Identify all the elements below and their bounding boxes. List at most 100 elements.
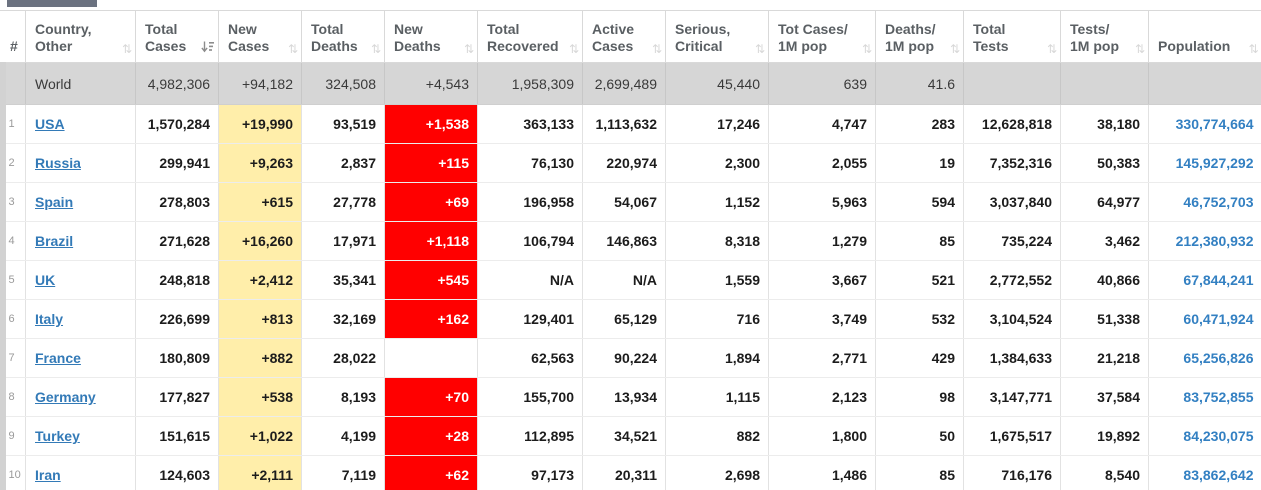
total_recovered-cell: 363,133 <box>477 104 583 144</box>
population-cell[interactable]: 67,844,241 <box>1148 260 1261 300</box>
total_cases-cell: 299,941 <box>135 143 219 183</box>
total_deaths-cell: 35,341 <box>301 260 385 300</box>
active_cases-cell: N/A <box>582 260 666 300</box>
country-row-france: 7 France 180,809 +882 28,022 62,563 90,224 1,89… <box>0 338 1261 378</box>
population-cell[interactable]: 65,256,826 <box>1148 338 1261 378</box>
cropped-browser-tab <box>7 0 97 7</box>
cases_per_1m-cell: 1,486 <box>768 455 876 490</box>
table-left-edge <box>0 62 6 490</box>
column-header-total_deaths[interactable]: Total Deaths ⇅ <box>301 10 385 63</box>
population-cell[interactable]: 212,380,932 <box>1148 221 1261 261</box>
deaths_per_1m-cell: 429 <box>875 338 964 378</box>
population-cell[interactable]: 145,927,292 <box>1148 143 1261 183</box>
column-header-deaths_per_1m[interactable]: Deaths/1M pop ⇅ <box>875 10 964 63</box>
cases_per_1m-cell: 639 <box>768 62 876 105</box>
population-cell[interactable]: 330,774,664 <box>1148 104 1261 144</box>
country-cell: Brazil <box>25 221 136 261</box>
column-header-label: Deaths/ <box>885 21 936 37</box>
column-header-tests_per_1m[interactable]: Tests/1M pop ⇅ <box>1060 10 1149 63</box>
total_cases-cell: 124,603 <box>135 455 219 490</box>
population-cell[interactable]: 60,471,924 <box>1148 299 1261 339</box>
column-header-total_recovered[interactable]: Total Recovered ⇅ <box>477 10 583 63</box>
country-link[interactable]: Spain <box>35 194 74 210</box>
serious_critical-cell: 8,318 <box>665 221 769 261</box>
new_deaths-cell: +69 <box>384 182 478 222</box>
deaths_per_1m-cell: 85 <box>875 221 964 261</box>
total_tests-cell: 735,224 <box>963 221 1061 261</box>
country-row-iran: 10 Iran 124,603 +2,111 7,119 +62 97,173 20,311 2… <box>0 455 1261 490</box>
column-header-label: Country, <box>35 21 92 37</box>
country-link[interactable]: Italy <box>35 311 64 327</box>
new_cases-cell: +94,182 <box>218 62 302 105</box>
column-header-population[interactable]: Population ⇅ <box>1148 10 1261 63</box>
country-link[interactable]: Iran <box>35 467 61 483</box>
country-link[interactable]: France <box>35 350 81 366</box>
cases_per_1m-cell: 1,279 <box>768 221 876 261</box>
total_cases-cell: 248,818 <box>135 260 219 300</box>
sort-toggle-icon: ⇅ <box>568 42 579 56</box>
population-cell[interactable]: 84,230,075 <box>1148 416 1261 456</box>
serious_critical-cell: 1,894 <box>665 338 769 378</box>
column-header-label: Total <box>487 21 520 37</box>
serious_critical-cell: 716 <box>665 299 769 339</box>
country-link[interactable]: Germany <box>35 389 96 405</box>
column-header-serious_critical[interactable]: Serious, Critical ⇅ <box>665 10 769 63</box>
total_cases-cell: 151,615 <box>135 416 219 456</box>
tests_per_1m-cell: 64,977 <box>1060 182 1149 222</box>
column-header-cases_per_1m[interactable]: Tot Cases/1M pop ⇅ <box>768 10 876 63</box>
sort-toggle-icon: ⇅ <box>651 42 662 56</box>
total_recovered-cell: 106,794 <box>477 221 583 261</box>
country-cell: World <box>25 62 136 105</box>
column-header-country[interactable]: Country, Other ⇅ <box>25 10 136 63</box>
total_tests-cell: 2,772,552 <box>963 260 1061 300</box>
total_cases-cell: 4,982,306 <box>135 62 219 105</box>
country-cell: Spain <box>25 182 136 222</box>
total_tests-cell: 3,104,524 <box>963 299 1061 339</box>
total_cases-cell: 180,809 <box>135 338 219 378</box>
total_cases-cell: 226,699 <box>135 299 219 339</box>
country-link[interactable]: Turkey <box>35 428 80 444</box>
column-header-label: Tot Cases/ <box>778 21 848 37</box>
total_tests-cell <box>963 62 1061 105</box>
column-header-label: 1M pop <box>1070 38 1119 54</box>
tests_per_1m-cell: 51,338 <box>1060 299 1149 339</box>
total_tests-cell: 12,628,818 <box>963 104 1061 144</box>
population-cell[interactable]: 83,862,642 <box>1148 455 1261 490</box>
column-header-active_cases[interactable]: Active Cases ⇅ <box>582 10 666 63</box>
country-link[interactable]: USA <box>35 116 65 132</box>
population-cell[interactable]: 83,752,855 <box>1148 377 1261 417</box>
deaths_per_1m-cell: 521 <box>875 260 964 300</box>
new_cases-cell: +882 <box>218 338 302 378</box>
sort-toggle-icon: ⇅ <box>1248 42 1259 56</box>
tests_per_1m-cell: 3,462 <box>1060 221 1149 261</box>
column-header-new_cases[interactable]: New Cases ⇅ <box>218 10 302 63</box>
total_deaths-cell: 32,169 <box>301 299 385 339</box>
cases_per_1m-cell: 5,963 <box>768 182 876 222</box>
sort-descending-icon <box>201 41 214 53</box>
country-row-usa: 1 USA 1,570,284 +19,990 93,519 +1,538 363,133 1… <box>0 104 1261 144</box>
country-row-spain: 3 Spain 278,803 +615 27,778 +69 196,958 54,067 1… <box>0 182 1261 222</box>
country-link[interactable]: UK <box>35 272 56 288</box>
tests_per_1m-cell: 21,218 <box>1060 338 1149 378</box>
new_deaths-cell <box>384 338 478 378</box>
header-row: # Country, Other ⇅ Total Cases New Cases ⇅ Total D… <box>0 10 1261 63</box>
total_deaths-cell: 8,193 <box>301 377 385 417</box>
new_cases-cell: +9,263 <box>218 143 302 183</box>
total_recovered-cell: 196,958 <box>477 182 583 222</box>
column-header-rank: # <box>0 10 26 63</box>
column-header-total_tests[interactable]: Total Tests ⇅ <box>963 10 1061 63</box>
column-header-new_deaths[interactable]: New Deaths ⇅ <box>384 10 478 63</box>
country-link[interactable]: Brazil <box>35 233 74 249</box>
deaths_per_1m-cell: 85 <box>875 455 964 490</box>
total_tests-cell: 1,384,633 <box>963 338 1061 378</box>
new_deaths-cell: +115 <box>384 143 478 183</box>
serious_critical-cell: 17,246 <box>665 104 769 144</box>
deaths_per_1m-cell: 19 <box>875 143 964 183</box>
column-header-total_cases[interactable]: Total Cases <box>135 10 219 63</box>
new_cases-cell: +538 <box>218 377 302 417</box>
total_recovered-cell: 97,173 <box>477 455 583 490</box>
cases_per_1m-cell: 3,667 <box>768 260 876 300</box>
country-link[interactable]: Russia <box>35 155 81 171</box>
deaths_per_1m-cell: 98 <box>875 377 964 417</box>
population-cell[interactable]: 46,752,703 <box>1148 182 1261 222</box>
